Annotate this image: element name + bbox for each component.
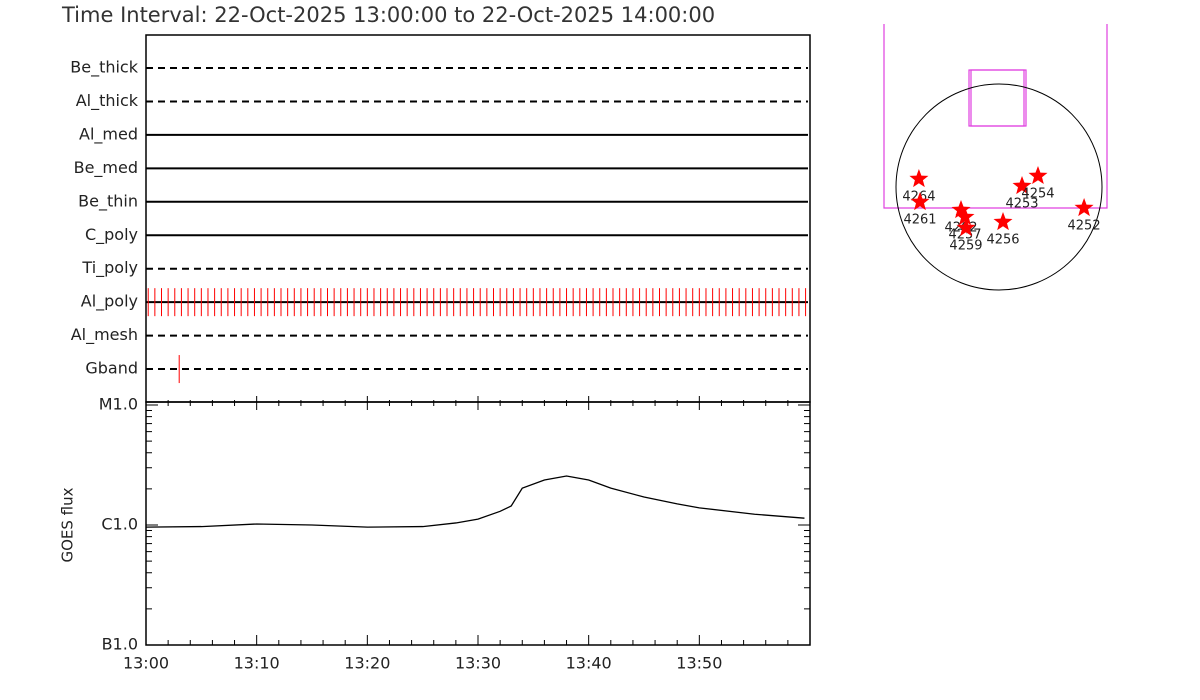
- goes-curve: [145, 475, 805, 528]
- region-label: 4253: [1005, 197, 1038, 212]
- y-axis-label: GOES flux: [59, 487, 77, 562]
- x-tick-label: 13:50: [676, 654, 722, 673]
- sun-map: [883, 24, 1108, 291]
- filter-label: Al_thick: [76, 91, 139, 111]
- filter-label: Gband: [85, 359, 138, 378]
- region-label: 4252: [1068, 219, 1101, 234]
- filter-label: Al_poly: [81, 292, 138, 312]
- x-tick-label: 13:40: [566, 654, 612, 673]
- fov-region: [883, 24, 1108, 209]
- active-region: [1012, 176, 1032, 195]
- active-region: [993, 212, 1013, 231]
- region-label: 4261: [903, 212, 936, 227]
- x-tick-label: 13:00: [123, 654, 169, 673]
- y-tick-label: C1.0: [101, 515, 138, 534]
- active-region: [956, 218, 976, 237]
- chart-title: Time Interval: 22-Oct-2025 13:00:00 to 2…: [61, 3, 715, 27]
- region-label: 4256: [986, 233, 1019, 248]
- y-tick-label: M1.0: [99, 395, 138, 414]
- filter-label: C_poly: [85, 225, 138, 245]
- fov-box: [970, 69, 1027, 127]
- filter-label: Al_med: [79, 124, 138, 144]
- region-label: 4259: [949, 238, 982, 253]
- y-tick-label: B1.0: [102, 635, 138, 654]
- region-label: 4257: [948, 228, 981, 243]
- solar-disk: [895, 83, 1103, 291]
- active-region: [1074, 198, 1094, 217]
- active-region: [951, 200, 971, 219]
- filter-label: Be_med: [74, 158, 138, 178]
- active-region: [910, 192, 930, 211]
- active-region: [1028, 166, 1048, 184]
- region-label: 4254: [1021, 186, 1054, 201]
- x-tick-label: 13:10: [234, 654, 280, 673]
- active-region: [909, 169, 929, 188]
- filter-label: Al_mesh: [71, 325, 138, 345]
- active-region: [955, 207, 975, 226]
- x-tick-label: 13:30: [455, 654, 501, 673]
- filter-label: Ti_poly: [81, 258, 138, 278]
- filter-label: Be_thick: [70, 58, 138, 78]
- x-tick-label: 13:20: [344, 654, 390, 673]
- filter-label: Be_thin: [78, 191, 138, 211]
